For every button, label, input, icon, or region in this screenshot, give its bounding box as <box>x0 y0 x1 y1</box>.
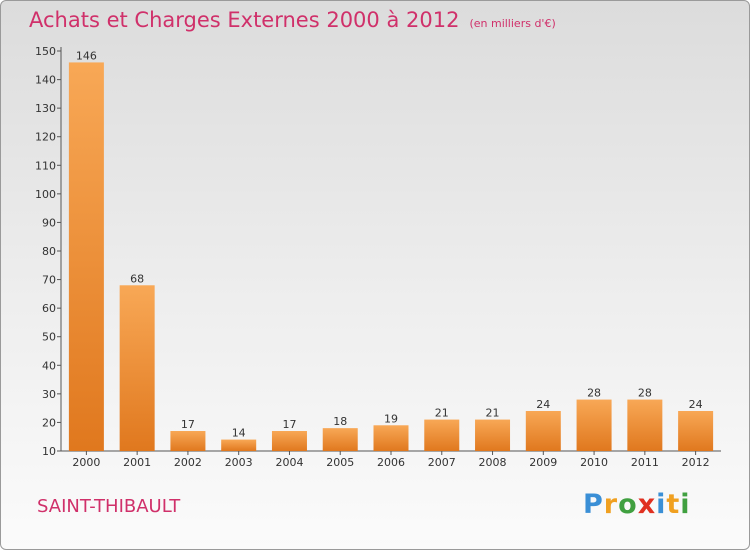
logo-letter: o <box>618 489 638 520</box>
bar <box>627 399 663 451</box>
bar <box>170 431 206 451</box>
y-tick-label: 100 <box>35 188 56 201</box>
y-tick-label: 110 <box>35 159 56 172</box>
bar <box>525 411 561 451</box>
x-tick-label: 2007 <box>428 456 456 469</box>
bar <box>678 411 714 451</box>
x-tick-label: 2012 <box>682 456 710 469</box>
x-tick-label: 2003 <box>225 456 253 469</box>
x-tick-label: 2009 <box>529 456 557 469</box>
x-tick-label: 2008 <box>479 456 507 469</box>
data-label: 17 <box>282 418 296 431</box>
logo-letter: i <box>680 489 691 520</box>
data-label: 18 <box>333 415 347 428</box>
data-label: 17 <box>181 418 195 431</box>
bar <box>68 62 104 452</box>
y-tick-label: 20 <box>42 416 56 429</box>
logo-letter: r <box>603 489 619 520</box>
bar <box>271 431 307 451</box>
y-tick-label: 130 <box>35 102 56 115</box>
x-tick-label: 2001 <box>123 456 151 469</box>
y-tick-label: 60 <box>42 302 56 315</box>
data-label: 14 <box>232 427 246 440</box>
proxiti-logo: Proxiti <box>583 489 691 520</box>
x-tick-label: 2005 <box>326 456 354 469</box>
data-label: 28 <box>587 387 601 400</box>
bar <box>221 439 257 451</box>
logo-letter: i <box>656 489 667 520</box>
y-tick-label: 120 <box>35 131 56 144</box>
y-tick-label: 140 <box>35 74 56 87</box>
y-tick-label: 150 <box>35 45 56 58</box>
chart-subtitle: (en milliers d'€) <box>469 17 556 30</box>
bar <box>322 428 358 451</box>
x-tick-label: 2006 <box>377 456 405 469</box>
axes: 10 20 30 40 50 60 70 80 90 100 110 120 130 140 150 2000… <box>35 45 721 469</box>
logo-letter: P <box>583 489 604 520</box>
bar <box>119 285 155 451</box>
chart-title-text: Achats et Charges Externes 2000 à 2012 <box>29 8 460 32</box>
x-tick-label: 2010 <box>580 456 608 469</box>
y-tick-label: 80 <box>42 245 56 258</box>
bar <box>373 425 409 451</box>
y-tick-label: 40 <box>42 359 56 372</box>
y-tick-label: 10 <box>42 445 56 458</box>
y-tick-label: 70 <box>42 274 56 287</box>
x-tick-label: 2004 <box>275 456 303 469</box>
data-label: 68 <box>130 272 144 285</box>
place-name: SAINT-THIBAULT <box>37 496 181 517</box>
data-label: 146 <box>76 49 97 62</box>
logo-letter: x <box>637 489 657 520</box>
x-tick-label: 2002 <box>174 456 202 469</box>
x-tick-label: 2000 <box>72 456 100 469</box>
y-tick-label: 90 <box>42 216 56 229</box>
data-label: 24 <box>689 398 703 411</box>
data-label: 28 <box>638 387 652 400</box>
y-tick-label: 50 <box>42 331 56 344</box>
bars: 146 68 17 14 17 18 19 21 21 24 28 28 24 <box>68 49 714 452</box>
data-label: 24 <box>536 398 550 411</box>
bar <box>576 399 612 451</box>
data-label: 21 <box>435 407 449 420</box>
logo-letter: t <box>666 489 681 520</box>
x-tick-label: 2011 <box>631 456 659 469</box>
bar <box>475 419 511 451</box>
data-label: 21 <box>486 407 500 420</box>
bar <box>424 419 460 451</box>
chart-title: Achats et Charges Externes 2000 à 2012 (e… <box>29 8 556 32</box>
y-tick-label: 30 <box>42 388 56 401</box>
data-label: 19 <box>384 412 398 425</box>
